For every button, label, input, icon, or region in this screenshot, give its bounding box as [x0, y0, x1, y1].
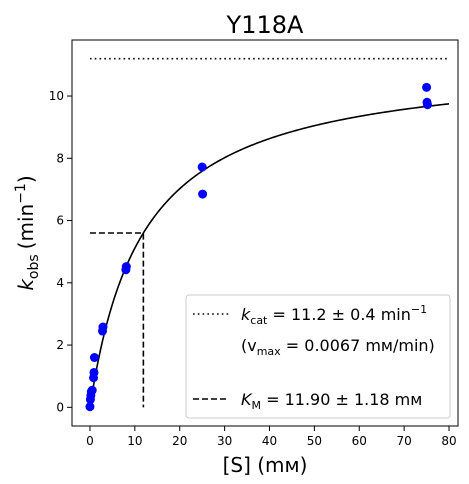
x-tick-label: 0 — [86, 434, 94, 448]
x-tick-label: 50 — [307, 434, 322, 448]
data-point — [89, 353, 99, 363]
y-axis-ticks: 0 2 4 6 8 10 — [49, 89, 72, 414]
plot-frame — [71, 39, 459, 427]
y-axis-label-symbol: k — [14, 278, 38, 291]
legend-kcat-exponent: −1 — [411, 303, 427, 316]
legend-km-value: = 11.90 ± 1.18 mм — [261, 390, 422, 409]
x-tick-label: 80 — [441, 434, 456, 448]
y-tick-label: 2 — [56, 338, 64, 352]
data-point — [422, 100, 432, 110]
michaelis-menten-fit-curve — [89, 103, 450, 408]
legend-box — [185, 294, 451, 419]
data-point — [85, 402, 95, 412]
y-axis-label-exponent: −1 — [13, 183, 29, 204]
legend-vmax-value: = 0.0067 mм/min) — [281, 336, 435, 355]
x-tick-label: 40 — [262, 434, 277, 448]
x-tick-label: 30 — [217, 434, 232, 448]
x-axis-label: [S] (mм) — [223, 453, 308, 477]
data-point — [121, 262, 131, 272]
y-axis-label-unit: (min — [14, 204, 38, 250]
y-tick-label: 6 — [56, 214, 64, 228]
legend-km-symbol: K — [241, 390, 253, 409]
plot-area: 0 10 20 30 40 50 60 70 80 0 2 4 6 8 10 — [49, 39, 459, 448]
y-axis-label-subscript: obs — [26, 254, 42, 279]
legend: kcat = 11.2 ± 0.4 min−1 (vmax = 0.0067 m… — [185, 294, 451, 419]
data-points — [85, 82, 432, 412]
y-tick-label: 10 — [49, 89, 64, 103]
chart-title: Y118A — [226, 11, 304, 39]
x-tick-label: 60 — [352, 434, 367, 448]
y-tick-label: 0 — [56, 400, 64, 414]
data-point — [422, 82, 432, 92]
legend-kcat-symbol: k — [241, 305, 251, 324]
y-tick-label: 4 — [56, 276, 64, 290]
x-axis-ticks: 0 10 20 30 40 50 60 70 80 — [86, 426, 457, 448]
x-tick-label: 10 — [127, 434, 142, 448]
y-axis-label-close: ) — [14, 175, 38, 183]
y-axis-label: kobs (min−1) — [13, 175, 42, 290]
data-point — [89, 367, 99, 377]
data-point — [98, 322, 108, 332]
data-point — [197, 162, 207, 172]
legend-kcat-entry: kcat = 11.2 ± 0.4 min−1 — [241, 303, 427, 327]
data-point — [198, 189, 208, 199]
data-point — [87, 385, 97, 395]
legend-vmax-entry: (vmax = 0.0067 mм/min) — [241, 336, 435, 358]
legend-vmax-subscript: max — [257, 345, 281, 358]
km-dashed-line — [89, 232, 145, 408]
x-tick-label: 20 — [172, 434, 187, 448]
x-tick-label: 70 — [396, 434, 411, 448]
legend-kcat-subscript: cat — [250, 314, 268, 327]
legend-km-entry: KM = 11.90 ± 1.18 mм — [241, 390, 422, 412]
y-tick-label: 8 — [56, 151, 64, 165]
legend-km-subscript: M — [252, 399, 262, 412]
legend-kcat-value: = 11.2 ± 0.4 min — [267, 305, 410, 324]
legend-vmax-open: (v — [241, 336, 257, 355]
